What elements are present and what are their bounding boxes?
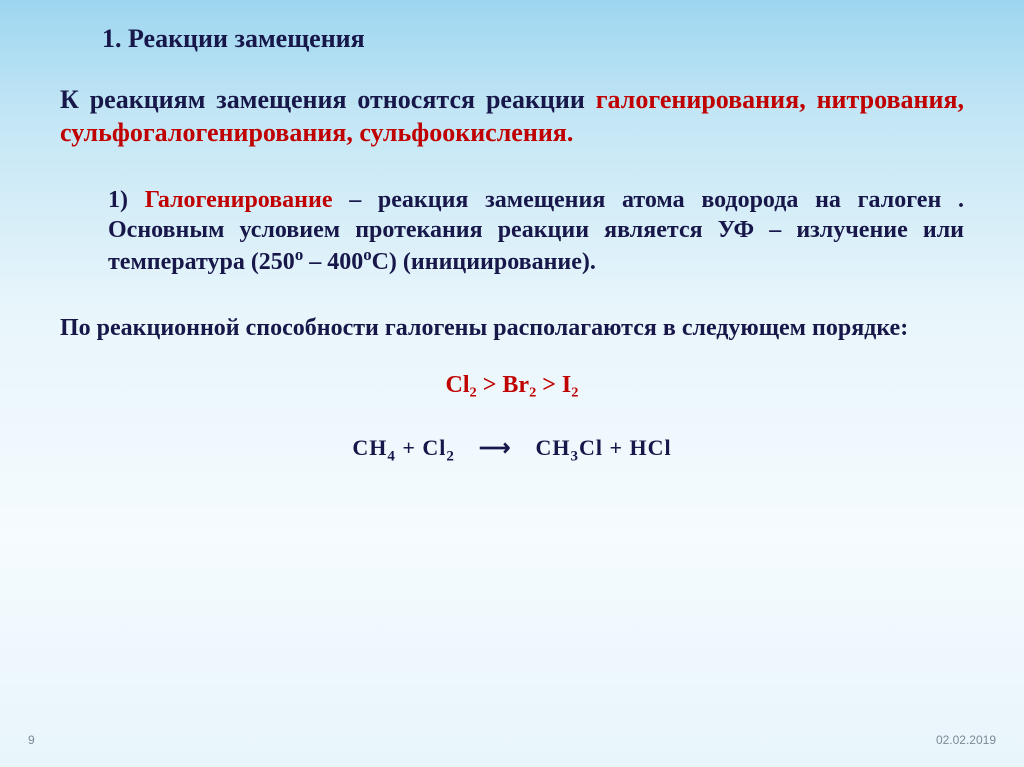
intro-lead: К реакциям замещения относятся реакции [60, 85, 596, 114]
reactivity-ranking: Cl₂ > Br₂ > I₂ [60, 372, 964, 399]
item-body-b: – 400 [303, 249, 363, 275]
intro-sep-1: , [799, 85, 816, 114]
item-body-c: С) (инициирование). [372, 249, 596, 275]
intro-sep-2: , [958, 85, 965, 114]
product-1: CH [535, 435, 570, 460]
intro-keyword-nitration: нитрования [817, 85, 958, 114]
reactant-1: CH [352, 435, 387, 460]
degree-1: o [295, 245, 303, 264]
product-1-tail: Cl [579, 435, 603, 460]
intro-keyword-sulfohalogenation: сульфогалогенирования [60, 118, 346, 147]
reactant-1-sub: 4 [387, 449, 396, 465]
intro-keyword-sulfoxidation: сульфоокисления [359, 118, 567, 147]
product-1-sub: 3 [570, 449, 579, 465]
reaction-arrow-icon: ⟶ [479, 435, 512, 460]
definition-item-halogenation: 1) Галогенирование – реакция замещения а… [108, 185, 964, 277]
intro-sep-3: , [346, 118, 359, 147]
reactant-2-sub: 2 [446, 449, 455, 465]
slide-number: 9 [28, 733, 35, 747]
plus-a: + [396, 435, 423, 460]
slide-date: 02.02.2019 [936, 733, 996, 747]
item-term: Галогенирование [145, 187, 333, 213]
reaction-equation: CH4 + Cl2⟶CH3Cl + HCl [60, 435, 964, 465]
degree-2: o [363, 245, 371, 264]
reactant-2: Cl [422, 435, 446, 460]
definition-list: 1) Галогенирование – реакция замещения а… [108, 185, 964, 277]
section-heading: 1. Реакции замещения [102, 24, 964, 54]
intro-paragraph: К реакциям замещения относятся реакции г… [60, 84, 964, 149]
product-2: HCl [630, 435, 672, 460]
reactivity-ranking-label: По реакционной способности галогены расп… [60, 313, 964, 344]
plus-b: + [603, 435, 630, 460]
item-number: 1) [108, 187, 145, 213]
intro-tail: . [567, 118, 574, 147]
intro-keyword-halogenation: галогенирования [596, 85, 799, 114]
